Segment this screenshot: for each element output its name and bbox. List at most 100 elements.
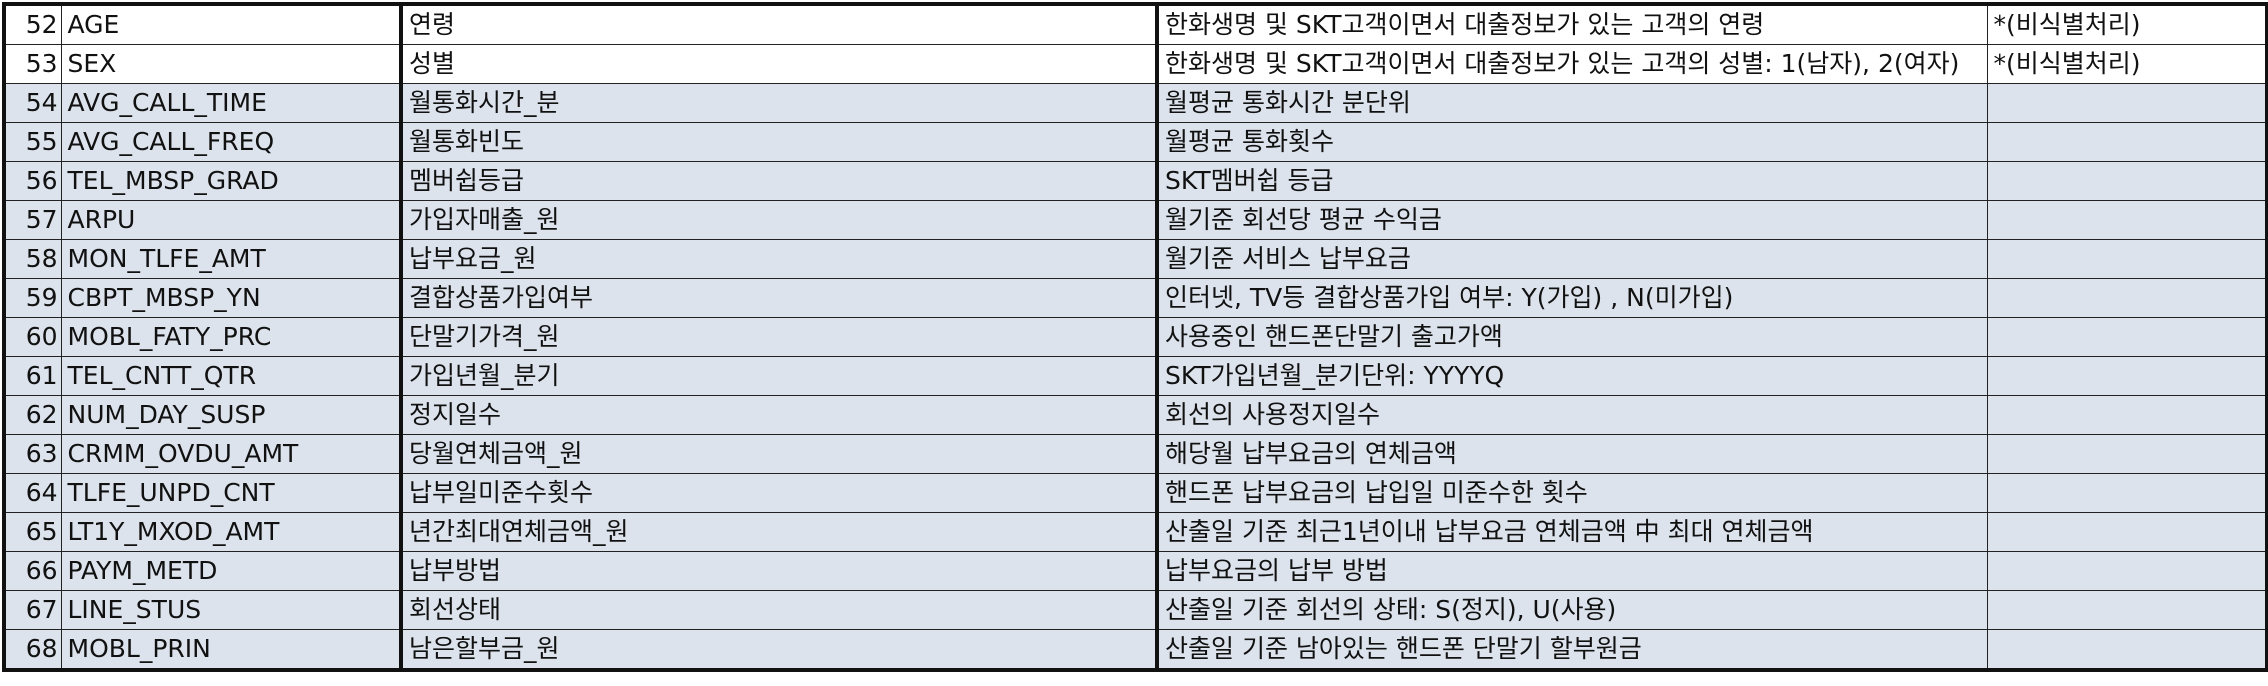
note-cell — [1987, 551, 2268, 591]
table-row: 68 MOBL_PRIN 남은할부금_원 산출일 기준 남아있는 핸드폰 단말기 할부… — [2, 629, 2268, 672]
korean-name-cell: 가입년월_분기 — [401, 356, 1159, 396]
description-cell: 한화생명 및 SKT고객이면서 대출정보가 있는 고객의 성별: 1(남자), … — [1157, 44, 1988, 84]
variable-name-cell: MOBL_FATY_PRC — [61, 317, 403, 357]
note-cell: *(비식별처리) — [1987, 44, 2268, 84]
korean-name-cell: 월통화빈도 — [401, 122, 1159, 162]
variable-name-cell: NUM_DAY_SUSP — [61, 395, 403, 435]
description-cell: 산출일 기준 최근1년이내 납부요금 연체금액 中 최대 연체금액 — [1157, 512, 1988, 552]
variable-name-cell: TEL_CNTT_QTR — [61, 356, 403, 396]
note-cell — [1987, 317, 2268, 357]
korean-name-cell: 년간최대연체금액_원 — [401, 512, 1159, 552]
korean-name-cell: 남은할부금_원 — [401, 629, 1159, 672]
note-cell — [1987, 83, 2268, 123]
variable-name-cell: TLFE_UNPD_CNT — [61, 473, 403, 513]
table-row: 53 SEX 성별 한화생명 및 SKT고객이면서 대출정보가 있는 고객의 성별: … — [2, 44, 2268, 84]
description-cell: 한화생명 및 SKT고객이면서 대출정보가 있는 고객의 연령 — [1157, 2, 1988, 45]
korean-name-cell: 납부방법 — [401, 551, 1159, 591]
table-row: 67 LINE_STUS 회선상태 산출일 기준 회선의 상태: S(정지), U(사… — [2, 590, 2268, 630]
note-cell — [1987, 161, 2268, 201]
table-row: 52 AGE 연령 한화생명 및 SKT고객이면서 대출정보가 있는 고객의 연령 *(… — [2, 2, 2268, 45]
korean-name-cell: 단말기가격_원 — [401, 317, 1159, 357]
note-cell — [1987, 278, 2268, 318]
korean-name-cell: 성별 — [401, 44, 1159, 84]
variable-name-cell: MOBL_PRIN — [61, 629, 403, 672]
note-cell — [1987, 239, 2268, 279]
note-cell: *(비식별처리) — [1987, 2, 2268, 45]
korean-name-cell: 가입자매출_원 — [401, 200, 1159, 240]
korean-name-cell: 결합상품가입여부 — [401, 278, 1159, 318]
korean-name-cell: 월통화시간_분 — [401, 83, 1159, 123]
variable-definition-table: 52 AGE 연령 한화생명 및 SKT고객이면서 대출정보가 있는 고객의 연령 *(… — [2, 2, 2268, 672]
description-cell: 월평균 통화횟수 — [1157, 122, 1988, 162]
description-cell: 핸드폰 납부요금의 납입일 미준수한 횟수 — [1157, 473, 1988, 513]
variable-name-cell: AVG_CALL_TIME — [61, 83, 403, 123]
description-cell: 월평균 통화시간 분단위 — [1157, 83, 1988, 123]
row-number-cell: 62 — [2, 395, 62, 435]
note-cell — [1987, 200, 2268, 240]
korean-name-cell: 납부일미준수횟수 — [401, 473, 1159, 513]
table-row: 63 CRMM_OVDU_AMT 당월연체금액_원 해당월 납부요금의 연체금액 — [2, 434, 2268, 474]
variable-name-cell: TEL_MBSP_GRAD — [61, 161, 403, 201]
row-number-cell: 52 — [2, 2, 62, 45]
note-cell — [1987, 512, 2268, 552]
korean-name-cell: 멤버쉽등급 — [401, 161, 1159, 201]
description-cell: 인터넷, TV등 결합상품가입 여부: Y(가입) , N(미가입) — [1157, 278, 1988, 318]
variable-name-cell: PAYM_METD — [61, 551, 403, 591]
row-number-cell: 57 — [2, 200, 62, 240]
row-number-cell: 55 — [2, 122, 62, 162]
table-row: 62 NUM_DAY_SUSP 정지일수 회선의 사용정지일수 — [2, 395, 2268, 435]
note-cell — [1987, 122, 2268, 162]
table-row: 58 MON_TLFE_AMT 납부요금_원 월기준 서비스 납부요금 — [2, 239, 2268, 279]
description-cell: 월기준 서비스 납부요금 — [1157, 239, 1988, 279]
row-number-cell: 63 — [2, 434, 62, 474]
variable-name-cell: AGE — [61, 2, 403, 45]
row-number-cell: 66 — [2, 551, 62, 591]
row-number-cell: 68 — [2, 629, 62, 672]
variable-name-cell: AVG_CALL_FREQ — [61, 122, 403, 162]
row-number-cell: 65 — [2, 512, 62, 552]
table-row: 60 MOBL_FATY_PRC 단말기가격_원 사용중인 핸드폰단말기 출고가액 — [2, 317, 2268, 357]
row-number-cell: 58 — [2, 239, 62, 279]
variable-name-cell: CRMM_OVDU_AMT — [61, 434, 403, 474]
table-row: 59 CBPT_MBSP_YN 결합상품가입여부 인터넷, TV등 결합상품가입 여부… — [2, 278, 2268, 318]
table-row: 61 TEL_CNTT_QTR 가입년월_분기 SKT가입년월_분기단위: YYYYQ — [2, 356, 2268, 396]
description-cell: SKT가입년월_분기단위: YYYYQ — [1157, 356, 1988, 396]
row-number-cell: 64 — [2, 473, 62, 513]
korean-name-cell: 당월연체금액_원 — [401, 434, 1159, 474]
variable-name-cell: CBPT_MBSP_YN — [61, 278, 403, 318]
row-number-cell: 61 — [2, 356, 62, 396]
row-number-cell: 54 — [2, 83, 62, 123]
table-body: 52 AGE 연령 한화생명 및 SKT고객이면서 대출정보가 있는 고객의 연령 *(… — [2, 2, 2268, 672]
row-number-cell: 53 — [2, 44, 62, 84]
table-row: 55 AVG_CALL_FREQ 월통화빈도 월평균 통화횟수 — [2, 122, 2268, 162]
row-number-cell: 59 — [2, 278, 62, 318]
table-row: 54 AVG_CALL_TIME 월통화시간_분 월평균 통화시간 분단위 — [2, 83, 2268, 123]
note-cell — [1987, 356, 2268, 396]
korean-name-cell: 연령 — [401, 2, 1159, 45]
description-cell: 회선의 사용정지일수 — [1157, 395, 1988, 435]
description-cell: 사용중인 핸드폰단말기 출고가액 — [1157, 317, 1988, 357]
description-cell: 월기준 회선당 평균 수익금 — [1157, 200, 1988, 240]
korean-name-cell: 회선상태 — [401, 590, 1159, 630]
description-cell: SKT멤버쉽 등급 — [1157, 161, 1988, 201]
note-cell — [1987, 629, 2268, 672]
variable-name-cell: ARPU — [61, 200, 403, 240]
table-row: 56 TEL_MBSP_GRAD 멤버쉽등급 SKT멤버쉽 등급 — [2, 161, 2268, 201]
variable-name-cell: SEX — [61, 44, 403, 84]
variable-name-cell: LINE_STUS — [61, 590, 403, 630]
note-cell — [1987, 395, 2268, 435]
note-cell — [1987, 590, 2268, 630]
row-number-cell: 60 — [2, 317, 62, 357]
description-cell: 산출일 기준 남아있는 핸드폰 단말기 할부원금 — [1157, 629, 1988, 672]
variable-name-cell: MON_TLFE_AMT — [61, 239, 403, 279]
variable-name-cell: LT1Y_MXOD_AMT — [61, 512, 403, 552]
table-row: 64 TLFE_UNPD_CNT 납부일미준수횟수 핸드폰 납부요금의 납입일 미준수… — [2, 473, 2268, 513]
table-row: 65 LT1Y_MXOD_AMT 년간최대연체금액_원 산출일 기준 최근1년이내 납… — [2, 512, 2268, 552]
note-cell — [1987, 434, 2268, 474]
table-row: 66 PAYM_METD 납부방법 납부요금의 납부 방법 — [2, 551, 2268, 591]
table-row: 57 ARPU 가입자매출_원 월기준 회선당 평균 수익금 — [2, 200, 2268, 240]
korean-name-cell: 납부요금_원 — [401, 239, 1159, 279]
description-cell: 납부요금의 납부 방법 — [1157, 551, 1988, 591]
note-cell — [1987, 473, 2268, 513]
korean-name-cell: 정지일수 — [401, 395, 1159, 435]
